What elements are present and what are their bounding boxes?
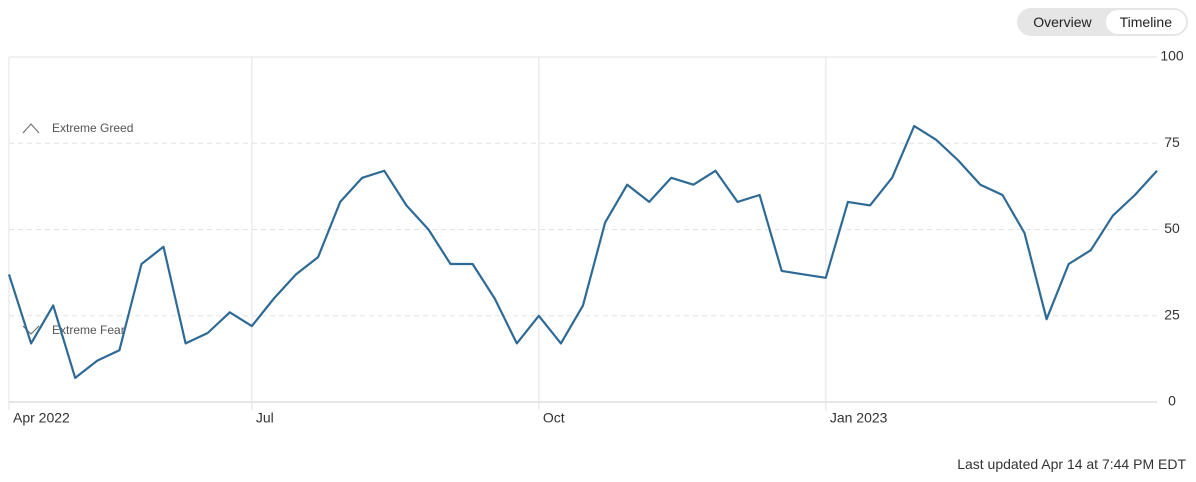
annotation: Extreme Greed <box>52 121 133 135</box>
chart: Extreme Greed Extreme Fear 0 25 50 75 100 Apr… <box>7 48 1184 426</box>
annotation: Extreme Fear <box>52 323 125 337</box>
x-tick-label: Oct <box>543 410 565 426</box>
x-tick-label: Jan 2023 <box>830 410 888 426</box>
series-line <box>7 124 1158 379</box>
y-tick-label: 75 <box>1164 134 1180 150</box>
y-tick-label: 0 <box>1168 393 1176 409</box>
x-tick-label: Jul <box>256 410 274 426</box>
timeline-button[interactable]: Timeline <box>1105 10 1186 34</box>
x-tick-label: Apr 2022 <box>13 410 70 426</box>
overview-button[interactable]: Overview <box>1033 14 1092 30</box>
view-toggle: Overview Timeline <box>1017 8 1188 36</box>
greed-icon <box>22 123 40 134</box>
y-tick-label: 25 <box>1164 306 1180 322</box>
y-tick-label: 50 <box>1164 220 1180 236</box>
y-tick-label: 100 <box>1160 48 1184 64</box>
footer: Last updated Apr 14 at 7:44 PM EDT <box>957 456 1186 472</box>
